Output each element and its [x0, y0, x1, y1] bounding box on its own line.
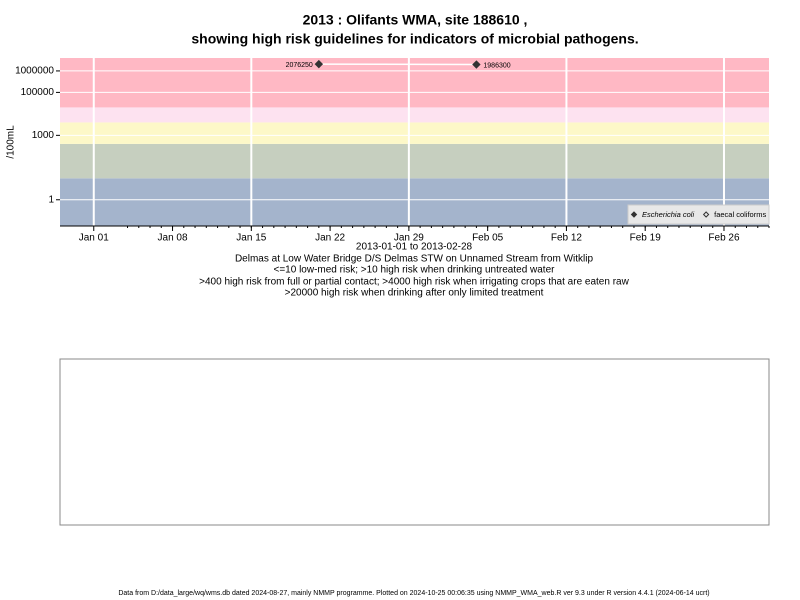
note: >20000 high risk when drinking after onl… [285, 288, 544, 299]
legend-label: faecal coliforms [714, 210, 766, 219]
x-tick-label: Feb 05 [472, 233, 504, 244]
y-axis-label: /100mL [6, 125, 17, 159]
legend-label: Escherichia coli [642, 210, 694, 219]
risk-band [60, 58, 769, 108]
x-axis-label: 2013-01-01 to 2013-02-28 [356, 242, 473, 253]
note: Delmas at Low Water Bridge D/S Delmas ST… [235, 254, 594, 265]
y-tick-label: 100000 [21, 87, 55, 98]
data-point [314, 59, 324, 69]
x-tick-label: Jan 01 [79, 233, 109, 244]
legend-marker [630, 211, 638, 218]
x-tick-label: Feb 26 [708, 233, 740, 244]
y-tick-label: 1000000 [15, 66, 54, 77]
x-tick-label: Jan 08 [158, 233, 188, 244]
y-tick-label: 1000 [32, 130, 55, 141]
legend-box [627, 204, 770, 225]
chart-title: 2013 : Olifants WMA, site 188610 , [303, 12, 528, 28]
note: <=10 low-med risk; >10 high risk when dr… [274, 265, 556, 276]
note: >400 high risk from full or partial cont… [199, 277, 629, 288]
x-tick-label: Jan 29 [394, 233, 424, 244]
data-label: 2076250 [286, 62, 313, 69]
chart-title: showing high risk guidelines for indicat… [191, 31, 638, 47]
empty-panel [59, 358, 770, 526]
footer: Data from D:/data_large/wq/wms.db dated … [118, 590, 709, 597]
risk-band [60, 107, 769, 123]
risk-band [60, 122, 769, 144]
y-tick-label: 1 [48, 194, 54, 205]
x-tick-label: Jan 22 [315, 233, 345, 244]
data-point [472, 60, 481, 69]
risk-band [60, 143, 769, 179]
x-tick-label: Jan 15 [236, 233, 266, 244]
data-label: 1986300 [483, 62, 510, 69]
x-tick-label: Feb 12 [551, 233, 583, 244]
x-tick-label: Feb 19 [630, 233, 662, 244]
legend-marker [702, 211, 710, 218]
